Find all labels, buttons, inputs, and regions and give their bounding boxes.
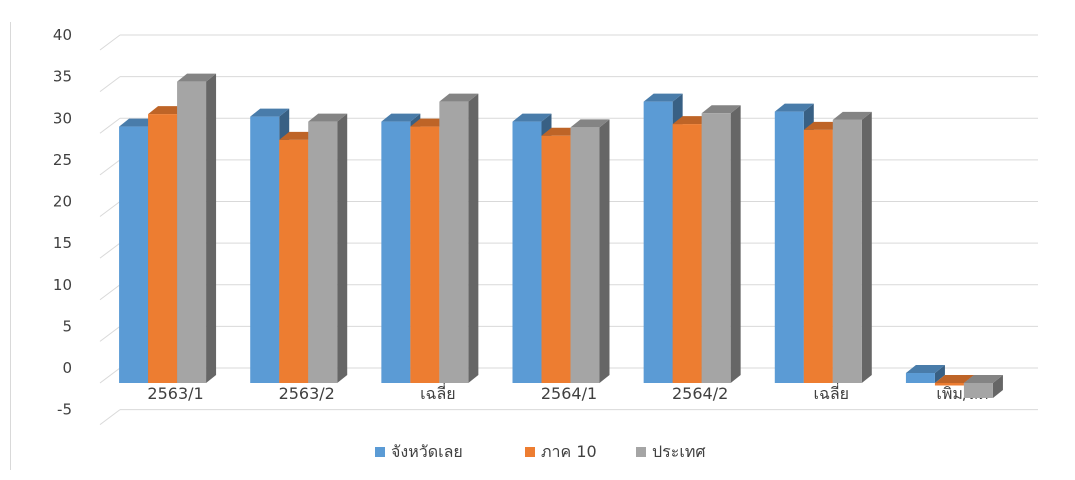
bar	[119, 126, 149, 383]
bar-side	[337, 113, 348, 383]
bar	[177, 81, 207, 383]
bar	[148, 114, 178, 383]
bar	[570, 127, 600, 383]
bar-top	[250, 108, 290, 117]
x-tick-label: เฉลี่ย	[420, 382, 456, 403]
gridline-depth	[99, 325, 121, 342]
bar	[934, 383, 964, 386]
bar-top	[512, 113, 552, 122]
bar-side	[599, 119, 610, 384]
y-tick-label: 30	[53, 109, 72, 127]
bar	[672, 124, 702, 383]
bar-side	[468, 93, 479, 384]
legend-swatch	[636, 447, 646, 457]
gridline-depth	[99, 159, 121, 176]
bar-top	[177, 73, 217, 82]
bar	[832, 119, 862, 384]
bar	[701, 113, 731, 384]
gridline-depth	[99, 409, 121, 426]
bar-top	[308, 113, 348, 122]
bar	[439, 101, 469, 384]
bar	[381, 121, 411, 383]
bar-side	[934, 365, 945, 383]
legend-label: ประเทศ	[652, 442, 706, 461]
x-tick-label: เฉลี่ย	[814, 382, 850, 403]
legend-swatch	[525, 447, 535, 457]
bar-top	[701, 105, 741, 114]
bar-top	[570, 119, 610, 128]
y-tick-label: -5	[57, 401, 72, 419]
y-tick-label: 15	[53, 234, 72, 252]
y-tick-label: 0	[62, 359, 72, 377]
bar	[963, 383, 993, 398]
gridline-depth	[99, 34, 121, 51]
y-tick-label: 35	[53, 68, 72, 86]
bar	[250, 116, 280, 383]
bar	[643, 101, 673, 384]
bar	[803, 129, 833, 383]
x-tick-label: 2563/1	[147, 384, 203, 403]
gridline-depth	[99, 117, 121, 134]
x-tick-label: 2563/2	[279, 384, 335, 403]
bar-top	[439, 93, 479, 102]
bar	[905, 373, 935, 383]
gridline-depth	[99, 201, 121, 217]
legend-label: ภาค 10	[541, 442, 597, 461]
gridline-depth	[99, 367, 121, 384]
bar	[410, 126, 440, 383]
y-tick-label: 5	[62, 317, 72, 335]
bar-top	[381, 113, 421, 122]
bar-top	[905, 365, 945, 374]
gridline-depth	[99, 284, 121, 301]
bar-top	[963, 375, 1003, 383]
y-tick-label: 10	[53, 276, 72, 294]
bar-side	[206, 73, 217, 383]
y-tick-label: 25	[53, 151, 72, 169]
bar-side	[992, 375, 1003, 398]
bar	[308, 121, 338, 383]
gridline-depth	[99, 76, 121, 93]
bar-top	[643, 93, 683, 102]
y-tick-label: 20	[53, 193, 72, 211]
bar-top	[774, 103, 814, 112]
bar-side	[861, 111, 872, 384]
y-tick-label: 40	[53, 26, 72, 44]
bar-side	[730, 105, 741, 384]
legend-label: จังหวัดเลย	[391, 442, 463, 461]
bar	[541, 135, 571, 383]
bar-top	[934, 375, 974, 383]
x-tick-label: 2564/2	[672, 384, 728, 403]
x-tick-label: 2564/1	[541, 384, 597, 403]
gridline-depth	[99, 242, 121, 259]
bar	[279, 139, 309, 383]
bar	[512, 121, 542, 383]
legend-swatch	[375, 447, 385, 457]
bar	[774, 111, 804, 383]
bar-top	[832, 111, 872, 120]
